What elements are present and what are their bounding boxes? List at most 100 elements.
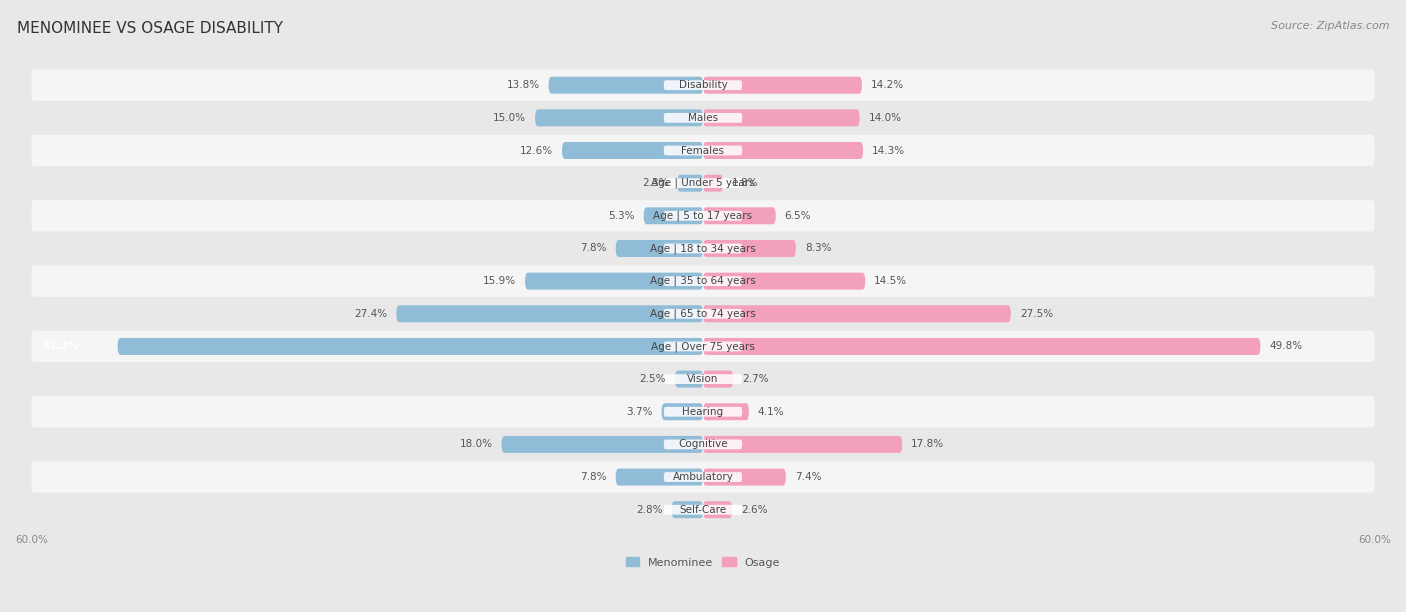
Text: 6.5%: 6.5% (785, 211, 811, 221)
FancyBboxPatch shape (678, 174, 703, 192)
FancyBboxPatch shape (31, 461, 1375, 493)
Text: Age | 65 to 74 years: Age | 65 to 74 years (650, 308, 756, 319)
FancyBboxPatch shape (664, 146, 742, 155)
FancyBboxPatch shape (31, 266, 1375, 297)
FancyBboxPatch shape (672, 501, 703, 518)
Text: Age | 18 to 34 years: Age | 18 to 34 years (650, 243, 756, 254)
FancyBboxPatch shape (31, 200, 1375, 231)
Text: 8.3%: 8.3% (804, 244, 831, 253)
Text: 18.0%: 18.0% (460, 439, 492, 449)
Text: 27.5%: 27.5% (1019, 309, 1053, 319)
Text: 14.0%: 14.0% (869, 113, 901, 123)
Text: Males: Males (688, 113, 718, 123)
FancyBboxPatch shape (703, 110, 859, 126)
FancyBboxPatch shape (703, 76, 862, 94)
FancyBboxPatch shape (703, 436, 903, 453)
Text: Age | 35 to 64 years: Age | 35 to 64 years (650, 276, 756, 286)
Text: 17.8%: 17.8% (911, 439, 945, 449)
FancyBboxPatch shape (31, 330, 1375, 362)
FancyBboxPatch shape (31, 233, 1375, 264)
FancyBboxPatch shape (31, 396, 1375, 427)
FancyBboxPatch shape (664, 178, 742, 188)
Text: 2.3%: 2.3% (641, 178, 668, 188)
FancyBboxPatch shape (31, 494, 1375, 525)
Text: Hearing: Hearing (682, 407, 724, 417)
Text: Females: Females (682, 146, 724, 155)
FancyBboxPatch shape (664, 505, 742, 515)
FancyBboxPatch shape (536, 110, 703, 126)
FancyBboxPatch shape (703, 240, 796, 257)
Text: 5.3%: 5.3% (609, 211, 634, 221)
Text: 49.8%: 49.8% (1270, 341, 1302, 351)
FancyBboxPatch shape (31, 135, 1375, 166)
FancyBboxPatch shape (703, 403, 749, 420)
FancyBboxPatch shape (664, 439, 742, 449)
Text: 3.7%: 3.7% (626, 407, 652, 417)
FancyBboxPatch shape (664, 244, 742, 253)
Text: Source: ZipAtlas.com: Source: ZipAtlas.com (1271, 21, 1389, 31)
Text: 2.7%: 2.7% (742, 374, 769, 384)
FancyBboxPatch shape (31, 168, 1375, 199)
Text: 4.1%: 4.1% (758, 407, 785, 417)
FancyBboxPatch shape (664, 472, 742, 482)
FancyBboxPatch shape (31, 102, 1375, 133)
FancyBboxPatch shape (662, 403, 703, 420)
FancyBboxPatch shape (31, 364, 1375, 395)
Text: 7.8%: 7.8% (581, 244, 607, 253)
Text: 2.8%: 2.8% (636, 505, 662, 515)
Text: 13.8%: 13.8% (506, 80, 540, 90)
Text: 2.6%: 2.6% (741, 505, 768, 515)
FancyBboxPatch shape (664, 80, 742, 90)
Text: 27.4%: 27.4% (354, 309, 388, 319)
Text: 1.8%: 1.8% (733, 178, 759, 188)
FancyBboxPatch shape (664, 341, 742, 351)
FancyBboxPatch shape (703, 305, 1011, 323)
FancyBboxPatch shape (703, 174, 723, 192)
Text: Cognitive: Cognitive (678, 439, 728, 449)
FancyBboxPatch shape (616, 240, 703, 257)
Text: 2.5%: 2.5% (640, 374, 666, 384)
FancyBboxPatch shape (703, 142, 863, 159)
FancyBboxPatch shape (548, 76, 703, 94)
Legend: Menominee, Osage: Menominee, Osage (621, 553, 785, 572)
FancyBboxPatch shape (664, 407, 742, 417)
FancyBboxPatch shape (703, 371, 733, 387)
FancyBboxPatch shape (118, 338, 703, 355)
FancyBboxPatch shape (675, 371, 703, 387)
Text: Age | 5 to 17 years: Age | 5 to 17 years (654, 211, 752, 221)
FancyBboxPatch shape (502, 436, 703, 453)
FancyBboxPatch shape (664, 374, 742, 384)
FancyBboxPatch shape (644, 207, 703, 225)
FancyBboxPatch shape (616, 469, 703, 485)
FancyBboxPatch shape (664, 113, 742, 123)
Text: 15.0%: 15.0% (494, 113, 526, 123)
FancyBboxPatch shape (703, 207, 776, 225)
FancyBboxPatch shape (524, 272, 703, 289)
FancyBboxPatch shape (664, 309, 742, 319)
FancyBboxPatch shape (562, 142, 703, 159)
Text: Age | Under 5 years: Age | Under 5 years (651, 178, 755, 188)
Text: 14.5%: 14.5% (875, 276, 907, 286)
Text: Self-Care: Self-Care (679, 505, 727, 515)
Text: 52.3%: 52.3% (42, 341, 79, 351)
FancyBboxPatch shape (664, 211, 742, 221)
Text: 7.4%: 7.4% (794, 472, 821, 482)
Text: Ambulatory: Ambulatory (672, 472, 734, 482)
Text: Age | Over 75 years: Age | Over 75 years (651, 341, 755, 352)
FancyBboxPatch shape (396, 305, 703, 323)
Text: 14.3%: 14.3% (872, 146, 905, 155)
FancyBboxPatch shape (703, 272, 865, 289)
Text: 14.2%: 14.2% (870, 80, 904, 90)
Text: MENOMINEE VS OSAGE DISABILITY: MENOMINEE VS OSAGE DISABILITY (17, 21, 283, 37)
FancyBboxPatch shape (31, 429, 1375, 460)
FancyBboxPatch shape (703, 338, 1260, 355)
Text: Vision: Vision (688, 374, 718, 384)
Text: 12.6%: 12.6% (520, 146, 553, 155)
FancyBboxPatch shape (664, 276, 742, 286)
FancyBboxPatch shape (31, 298, 1375, 329)
Text: Disability: Disability (679, 80, 727, 90)
Text: 15.9%: 15.9% (482, 276, 516, 286)
FancyBboxPatch shape (703, 469, 786, 485)
Text: 7.8%: 7.8% (581, 472, 607, 482)
FancyBboxPatch shape (703, 501, 733, 518)
